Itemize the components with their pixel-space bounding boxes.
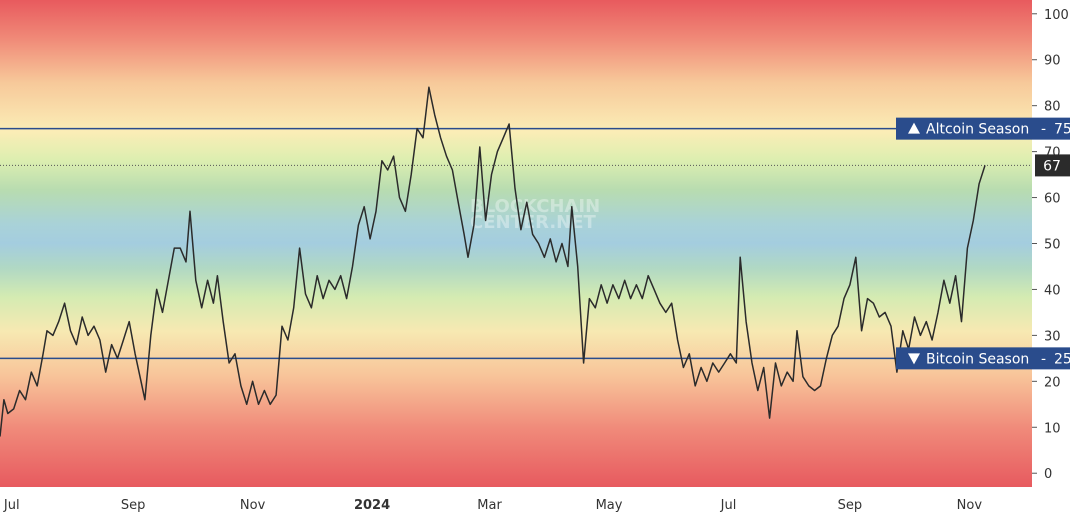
current-value-tag: 67	[1035, 154, 1070, 177]
x-tick-label: Sep	[121, 498, 146, 513]
y-tick-label: 60	[1044, 192, 1061, 207]
series-line	[0, 86, 986, 437]
y-tick-label: 30	[1044, 329, 1061, 344]
y-tick-label: 0	[1044, 467, 1052, 482]
x-tick-label: Nov	[240, 498, 266, 513]
reference-tag-box	[896, 117, 1070, 140]
reference-lines	[0, 127, 1032, 360]
reference-separator: -	[1041, 122, 1046, 138]
x-axis: Jul Sep Nov 2024 Mar May Jul Sep Nov	[3, 498, 982, 513]
gradient-background	[0, 0, 1032, 487]
y-tick-label: 10	[1044, 421, 1061, 436]
y-tick-label: 90	[1044, 54, 1061, 69]
reference-value: 25	[1054, 351, 1072, 367]
watermark-line-2: CENTER.NET	[470, 212, 597, 233]
reference-value: 75	[1054, 122, 1072, 138]
reference-tag: Bitcoin Season -25	[896, 347, 1072, 370]
reference-tag-box	[896, 347, 1070, 370]
x-tick-label: Mar	[477, 498, 502, 513]
y-tick-label: 100	[1044, 8, 1069, 23]
reference-separator: -	[1041, 351, 1046, 367]
y-tick-label: 50	[1044, 238, 1061, 253]
triangle-up-icon	[908, 122, 920, 134]
x-tick-label: May	[596, 498, 623, 513]
triangle-down-icon	[908, 353, 920, 365]
x-tick-label: Jul	[720, 498, 737, 513]
x-tick-label: Nov	[957, 498, 983, 513]
x-tick-label: 2024	[354, 498, 390, 513]
y-tick-label: 80	[1044, 100, 1061, 115]
x-tick-label: Jul	[3, 498, 20, 513]
watermark-line-1: BLOCKCHAIN	[470, 196, 600, 217]
reference-tag: Altcoin Season -75	[896, 117, 1072, 140]
x-tick-label: Sep	[838, 498, 863, 513]
y-tick-label: 40	[1044, 283, 1061, 298]
y-axis-band	[1032, 0, 1080, 528]
current-value-label: 67	[1043, 158, 1061, 174]
current-value-box	[1035, 154, 1070, 177]
reference-label: Bitcoin Season	[926, 351, 1029, 367]
x-axis-band	[0, 487, 1080, 528]
y-tick-label: 20	[1044, 375, 1061, 390]
reference-label: Altcoin Season	[926, 122, 1029, 138]
